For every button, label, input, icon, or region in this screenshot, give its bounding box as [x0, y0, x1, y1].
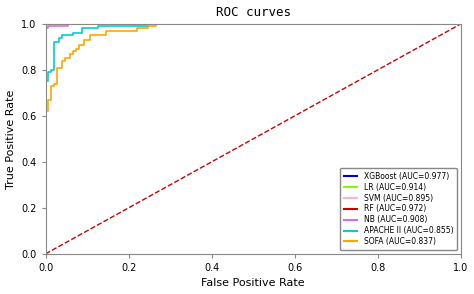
Y-axis label: True Positive Rate: True Positive Rate: [6, 89, 16, 188]
Title: ROC curves: ROC curves: [216, 6, 291, 19]
X-axis label: False Positive Rate: False Positive Rate: [201, 278, 305, 288]
Legend: XGBoost (AUC=0.977), LR (AUC=0.914), SVM (AUC=0.895), RF (AUC=0.972), NB (AUC=0.: XGBoost (AUC=0.977), LR (AUC=0.914), SVM…: [340, 168, 457, 250]
